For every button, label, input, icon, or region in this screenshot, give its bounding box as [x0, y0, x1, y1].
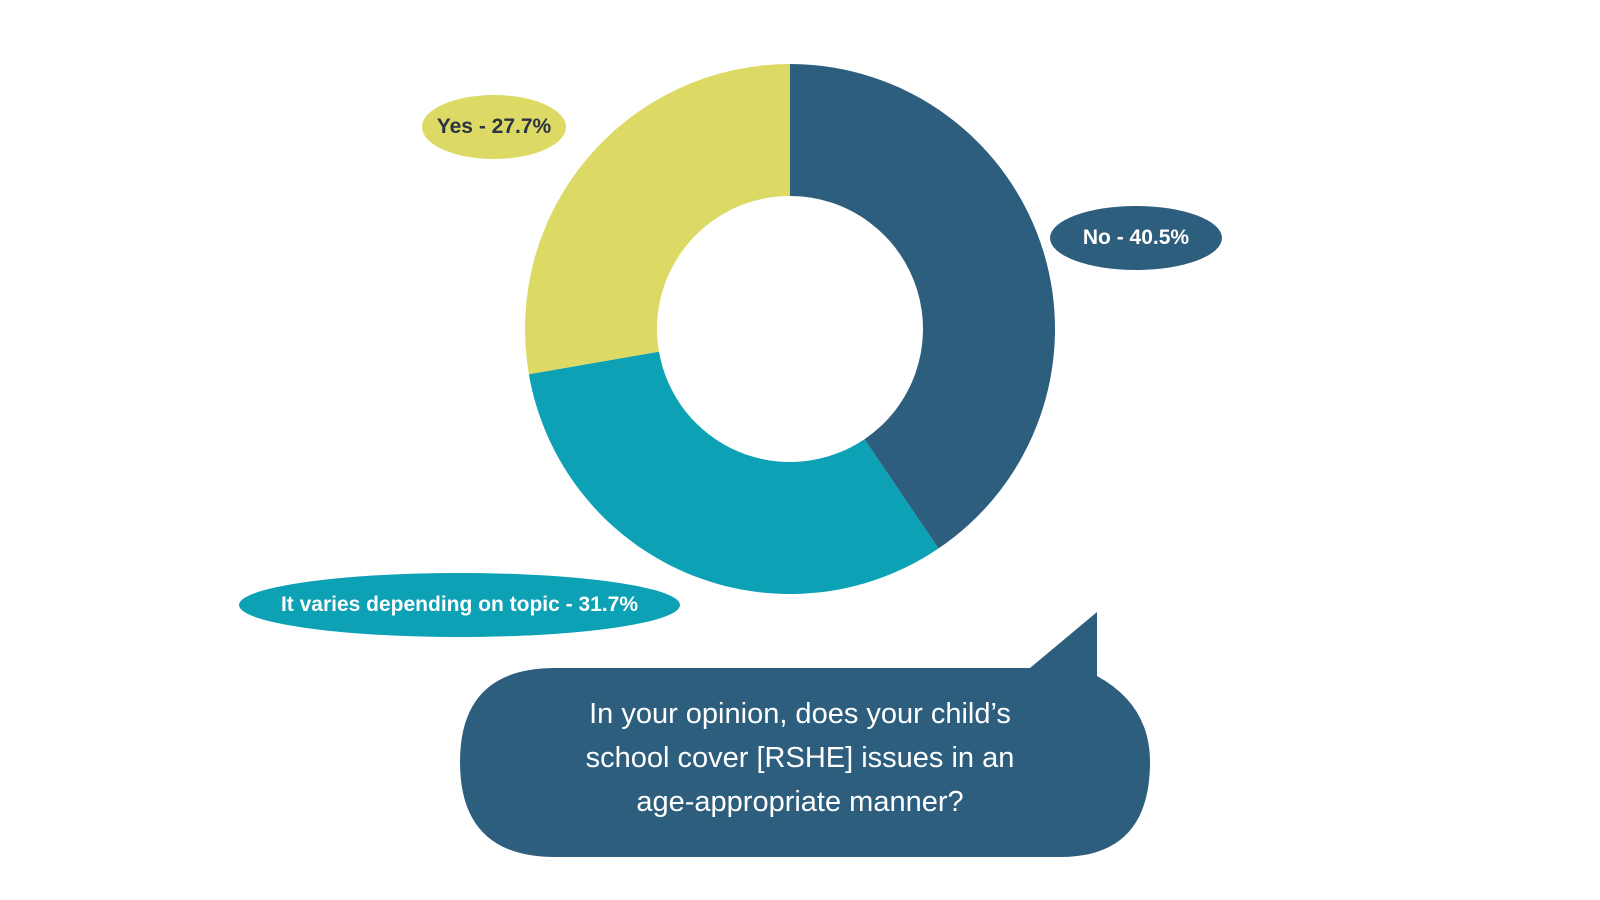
donut-slice-yes	[525, 64, 790, 375]
slice-label-varies: It varies depending on topic - 31.7%	[239, 573, 680, 637]
donut-slice-no	[790, 64, 1055, 549]
speech-bubble	[460, 612, 1150, 857]
donut-slice-varies	[528, 351, 939, 595]
slice-label-no: No - 40.5%	[1050, 206, 1222, 270]
slice-label-yes: Yes - 27.7%	[422, 95, 566, 159]
survey-question: In your opinion, does your child’s schoo…	[585, 698, 1015, 818]
donut-slices	[525, 64, 1055, 595]
